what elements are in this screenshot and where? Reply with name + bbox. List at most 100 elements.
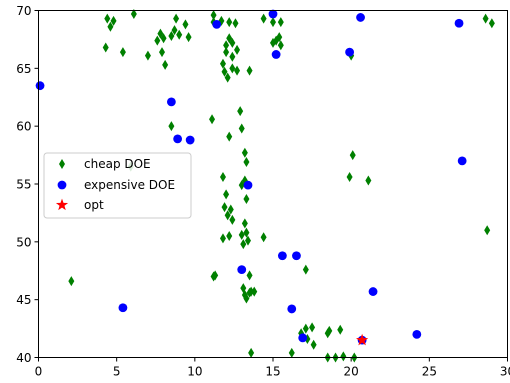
cheap-doe-point (277, 17, 284, 28)
expensive-doe-point (356, 13, 365, 22)
y-axis: 40 45 50 55 60 65 70 (16, 4, 39, 365)
cheap-doe-point (270, 17, 276, 28)
cheap-doe-point (226, 17, 233, 28)
expensive-doe-point (292, 251, 301, 261)
x-tick-label: 10 (187, 365, 202, 379)
cheap-doe-point (173, 13, 180, 24)
cheap-doe-point (238, 229, 245, 240)
cheap-doe-point (260, 232, 267, 243)
cheap-doe-point (234, 44, 241, 55)
expensive-doe-point (287, 304, 297, 314)
cheap-doe-point (104, 13, 111, 24)
cheap-doe-point (243, 194, 250, 205)
cheap-doe-point (229, 37, 236, 48)
y-tick-label: 45 (16, 293, 31, 307)
cheap-doe-point (221, 66, 228, 77)
cheap-doe-point (277, 40, 284, 51)
cheap-doe-point (241, 218, 248, 229)
cheap-doe-point (223, 189, 230, 200)
cheap-doe-point (349, 150, 356, 161)
cheap-doe-point (234, 65, 241, 76)
plot-area (35, 8, 495, 363)
cheap-doe-point (102, 42, 109, 53)
cheap-doe-point (171, 25, 178, 36)
cheap-doe-point (310, 339, 317, 350)
cheap-doe-point (168, 30, 175, 41)
cheap-doe-point (309, 322, 316, 333)
cheap-doe-point (246, 270, 253, 281)
cheap-doe-point (226, 231, 233, 242)
cheap-doe-point (241, 147, 248, 158)
cheap-doe-point (168, 121, 175, 132)
cheap-doe-point (68, 276, 75, 287)
y-tick-label: 65 (16, 62, 31, 76)
cheap-doe-point (227, 204, 234, 215)
cheap-doe-point (246, 65, 253, 76)
cheap-doe-point (185, 32, 192, 43)
cheap-doe-point (223, 47, 230, 58)
cheap-doe-point (302, 264, 309, 275)
cheap-doe-point (232, 18, 239, 29)
legend-marker-expensive (57, 180, 67, 190)
cheap-doe-point (337, 324, 344, 335)
cheap-doe-point (159, 47, 166, 58)
cheap-doe-point (221, 202, 228, 213)
cheap-doe-point (340, 351, 347, 362)
cheap-doe-point (210, 10, 217, 21)
cheap-doe-point (160, 33, 167, 44)
cheap-doe-point (244, 235, 251, 246)
expensive-doe-point (185, 135, 195, 145)
legend-label-opt: opt (84, 198, 104, 212)
x-tick-label: 0 (35, 365, 43, 379)
cheap-doe-point (130, 8, 137, 19)
cheap-doe-point (182, 19, 189, 30)
cheap-doe-point (238, 180, 245, 191)
expensive-doe-point (454, 18, 464, 28)
y-tick-label: 60 (16, 120, 31, 134)
expensive-doe-point (345, 47, 355, 57)
cheap-doe-point (276, 32, 283, 43)
cheap-doe-point (260, 13, 267, 24)
cheap-doe-point (229, 51, 236, 62)
cheap-doe-point (107, 21, 114, 32)
cheap-doe-point (144, 50, 151, 61)
legend-marker-opt (55, 198, 69, 211)
cheap-doe-point (326, 325, 333, 336)
expensive-doe-point (166, 97, 176, 107)
expensive-doe-point (35, 81, 45, 91)
x-axis: 0 5 10 15 20 25 30 (35, 357, 510, 379)
x-tick-label: 15 (265, 365, 280, 379)
cheap-doe-point (162, 59, 169, 70)
cheap-doe-point (270, 37, 276, 48)
expensive-doe-point (412, 329, 422, 339)
cheap-doe-point (248, 286, 255, 297)
legend-label-expensive: expensive DOE (84, 178, 175, 192)
cheap-doe-point (237, 106, 244, 117)
legend-box (43, 152, 192, 219)
cheap-doe-point (251, 286, 258, 297)
cheap-doe-point (288, 347, 295, 358)
opt-point (356, 333, 369, 346)
cheap-doe-point (484, 225, 491, 236)
cheap-doe-point (176, 29, 183, 40)
legend-label-cheap: cheap DOE (84, 157, 151, 171)
expensive-doe-point (268, 9, 278, 19)
cheap-doe-point (119, 47, 126, 58)
cheap-doe-point (154, 35, 161, 46)
expensive-doe-point (277, 251, 287, 261)
cheap-doe-point (224, 210, 231, 221)
cheap-doe-point (212, 270, 219, 281)
cheap-doe-point (346, 172, 353, 183)
expensive-doe-point (457, 156, 467, 166)
y-tick-label: 55 (16, 178, 31, 192)
x-tick-label: 30 (500, 365, 510, 379)
cheap-doe-point (488, 18, 495, 29)
expensive-doe-point (243, 180, 253, 190)
x-tick-label: 20 (344, 365, 359, 379)
cheap-doe-point (229, 214, 236, 225)
cheap-doe-point (223, 40, 230, 51)
expensive-doe-point (368, 287, 378, 296)
y-tick-label: 40 (16, 351, 31, 365)
cheap-doe-point (209, 114, 216, 125)
cheap-doe-point (243, 157, 250, 168)
